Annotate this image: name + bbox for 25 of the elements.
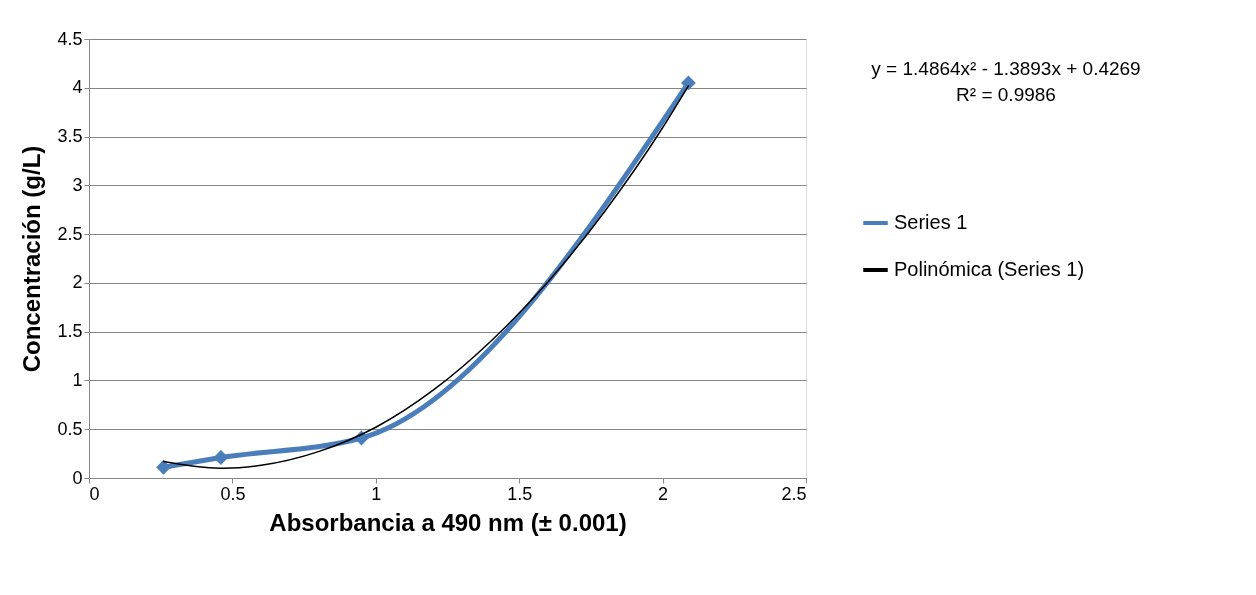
y-axis-title: Concentración (g/L)	[18, 145, 46, 373]
y-tick-label: 3.5	[57, 126, 83, 147]
x-tick-label: 1.5	[507, 483, 533, 504]
x-tick-label: 0.5	[220, 483, 246, 504]
text: R² = 0.9986	[956, 84, 1056, 105]
y-tick-label: 1.5	[57, 321, 83, 342]
y-tick-label: 2	[72, 272, 83, 293]
x-tick-label: 2.5	[781, 483, 807, 504]
legend-label: Series 1	[894, 211, 968, 233]
legend-label: Polinómica (Series 1)	[894, 258, 1085, 280]
y-tick-label: 4	[72, 77, 83, 98]
point	[213, 450, 229, 465]
x-tick-label: 2	[658, 483, 669, 504]
y-tick-label: 4.5	[57, 28, 83, 49]
point	[681, 75, 696, 91]
text: y = 1.4864x² - 1.3893x + 0.4269	[871, 58, 1141, 79]
x-tick-label: 0	[89, 483, 100, 504]
y-tick-label: 2.5	[57, 223, 83, 244]
y-tick-label: 3	[72, 174, 83, 195]
y-tick-label: 0	[72, 467, 83, 488]
y-tick-label: 1	[72, 369, 83, 390]
y-tick-label: 0.5	[57, 418, 83, 439]
x-axis-title: Absorbancia a 490 nm (± 0.001)	[269, 508, 627, 536]
point	[156, 459, 171, 475]
x-tick-label: 1	[371, 483, 382, 504]
